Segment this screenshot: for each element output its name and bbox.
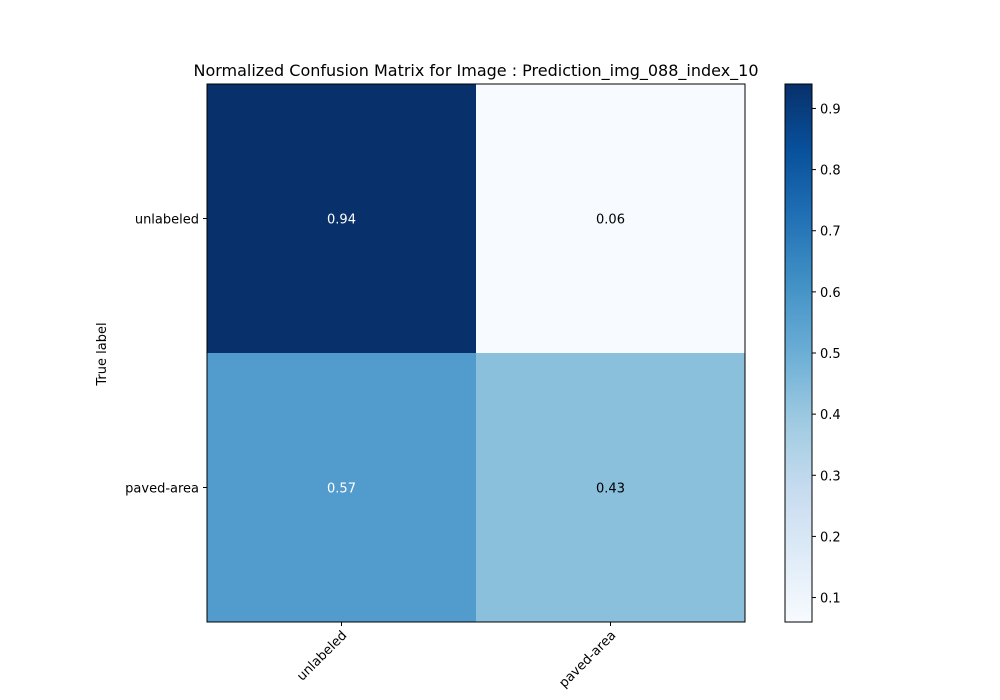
x-axis-ticks: unlabeled paved-area [294,622,619,691]
colorbar-tick-label-6: 0.7 [820,225,841,240]
colorbar [784,83,813,623]
colorbar-tick-label-3: 0.4 [820,408,841,423]
colorbar-tick-label-8: 0.9 [820,102,841,117]
cell-value-label-0-0: 0.94 [327,213,356,228]
colorbar-tick-label-1: 0.2 [820,530,841,545]
heatmap-cell-0-1 [476,84,745,353]
heatmap-frame [206,83,746,623]
heatmap-cell-labels: 0.94 0.06 0.57 0.43 [327,213,625,497]
x-tick-label-0: unlabeled [294,628,350,684]
colorbar-tick-label-0: 0.1 [820,592,841,607]
x-tick-label-1: paved-area [557,628,620,691]
y-axis-label: True label [95,322,110,386]
heatmap-cell-1-0 [207,353,476,622]
colorbar-tick-label-2: 0.3 [820,469,841,484]
heatmap-cell-1-1 [476,353,745,622]
y-axis-ticks: unlabeled paved-area [125,213,207,497]
heatmap-cells [207,84,745,622]
colorbar-tick-label-4: 0.5 [820,347,841,362]
colorbar-tick-label-7: 0.8 [820,164,841,179]
cell-value-label-1-0: 0.57 [327,482,356,497]
chart-title: Normalized Confusion Matrix for Image : … [193,61,758,81]
colorbar-ticks: 0.1 0.2 0.3 0.4 0.5 0.6 0.7 0.8 0.9 [812,102,841,607]
colorbar-tick-label-5: 0.6 [820,286,841,301]
heatmap-cell-0-0 [207,84,476,353]
cell-value-label-1-1: 0.43 [596,482,625,497]
y-tick-label-0: unlabeled [135,213,199,228]
y-tick-label-1: paved-area [125,482,199,497]
cell-value-label-0-1: 0.06 [596,213,625,228]
